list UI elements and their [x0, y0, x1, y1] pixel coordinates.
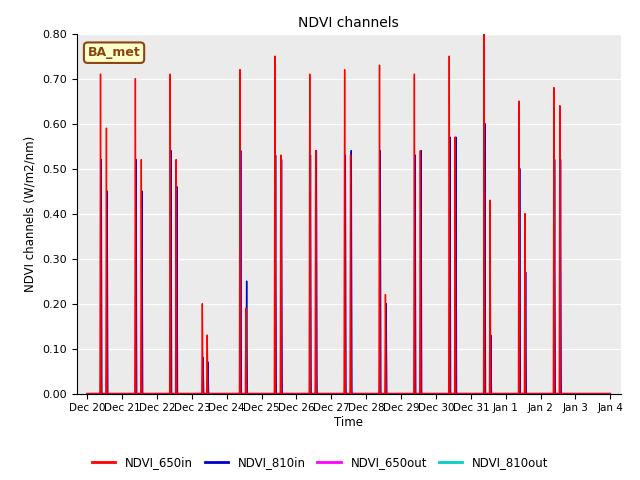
- Title: NDVI channels: NDVI channels: [298, 16, 399, 30]
- Text: BA_met: BA_met: [88, 46, 140, 59]
- X-axis label: Time: Time: [334, 416, 364, 429]
- Y-axis label: NDVI channels (W/m2/nm): NDVI channels (W/m2/nm): [24, 135, 36, 292]
- Legend: NDVI_650in, NDVI_810in, NDVI_650out, NDVI_810out: NDVI_650in, NDVI_810in, NDVI_650out, NDV…: [87, 452, 553, 474]
